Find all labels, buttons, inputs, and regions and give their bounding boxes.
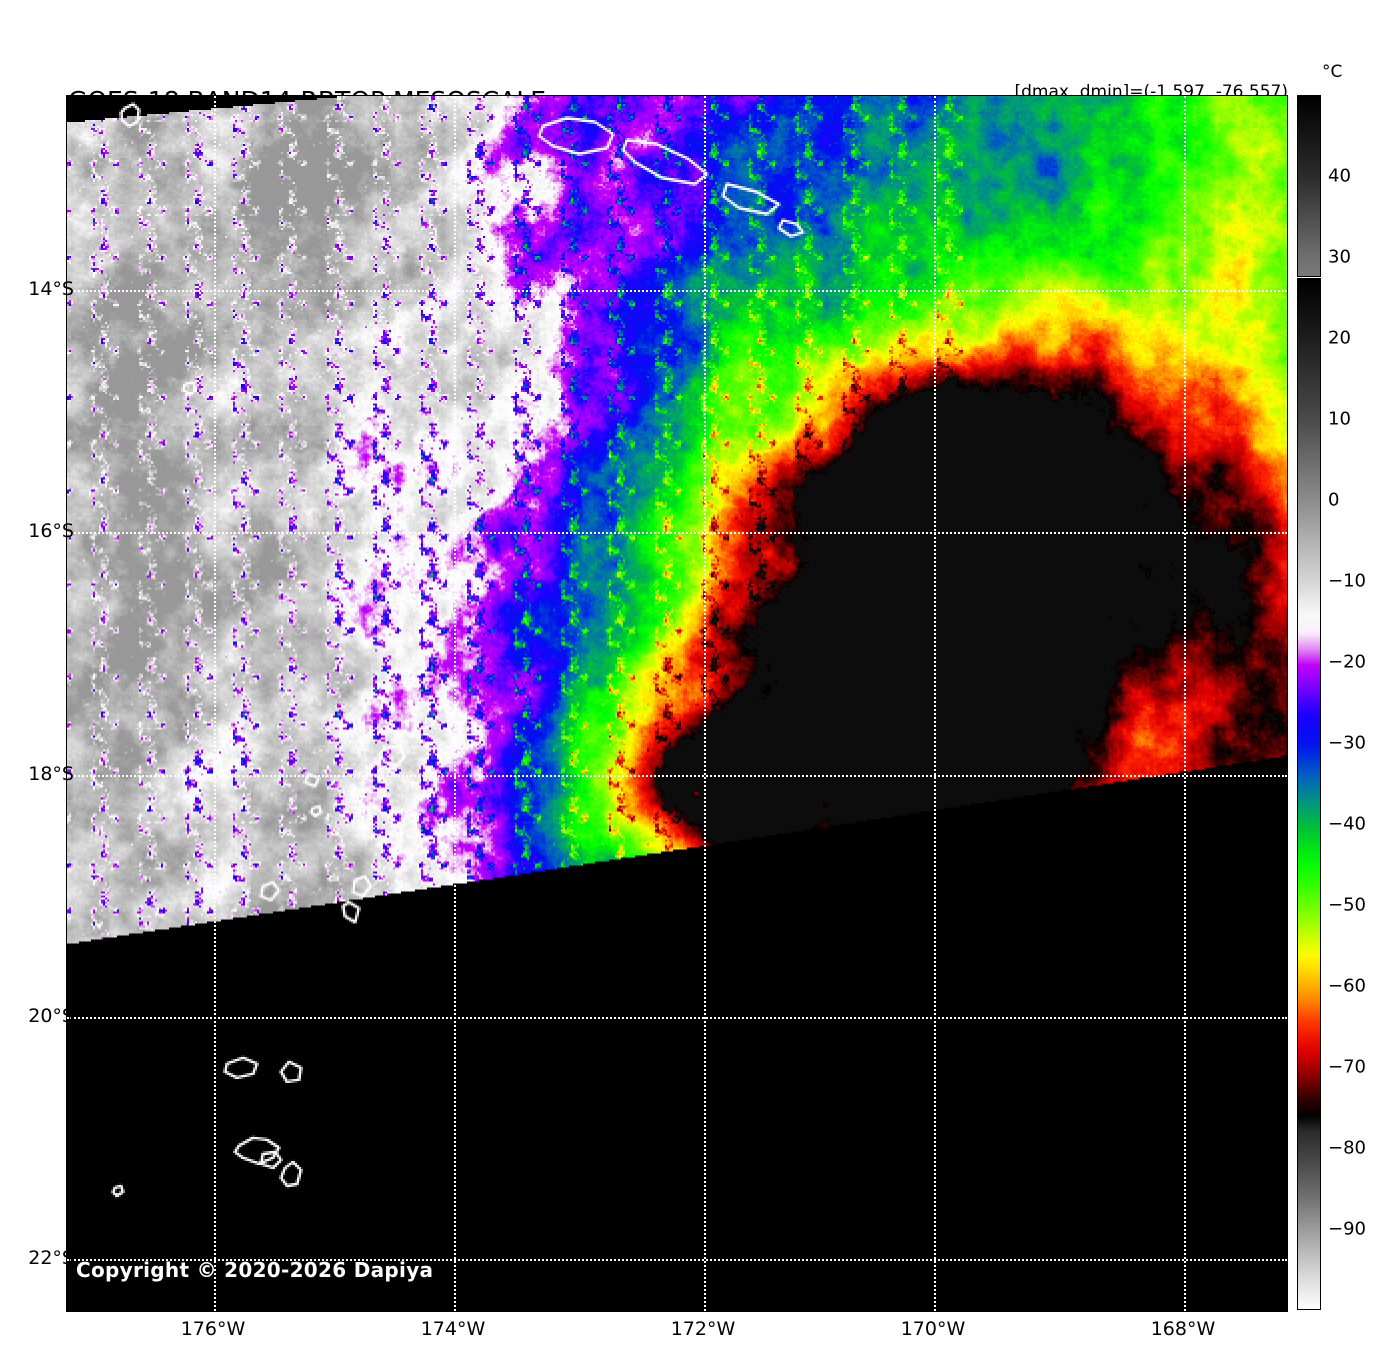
lon-tick-3: 170°W	[900, 1318, 966, 1340]
lon-tick-2: 172°W	[670, 1318, 736, 1340]
colorbar-tick-6: −20	[1328, 651, 1366, 673]
colorbar-tick-7: −30	[1328, 732, 1366, 754]
colorbar-tick-8: −40	[1328, 813, 1366, 835]
lat-tick-0: 14°S	[28, 278, 74, 300]
temperature-colorbar[interactable]	[1297, 95, 1321, 1310]
satellite-imagery-canvas	[67, 96, 1287, 1311]
colorbar-tick-1: 30	[1328, 246, 1351, 268]
colorbar-segment-1	[1297, 278, 1321, 1310]
colorbar-tick-2: 20	[1328, 327, 1351, 349]
lon-tick-4: 168°W	[1150, 1318, 1216, 1340]
colorbar-tick-0: 40	[1328, 165, 1351, 187]
lat-tick-1: 16°S	[28, 520, 74, 542]
colorbar-unit-label: °C	[1322, 62, 1343, 82]
colorbar-tick-10: −60	[1328, 975, 1366, 997]
colorbar-tick-9: −50	[1328, 894, 1366, 916]
colorbar-segment-0	[1297, 95, 1321, 278]
copyright-label: Copyright © 2020-2026 Dapiya	[76, 1258, 434, 1282]
colorbar-tick-12: −80	[1328, 1137, 1366, 1159]
colorbar-tick-4: 0	[1328, 489, 1340, 511]
colorbar-tick-3: 10	[1328, 408, 1351, 430]
lon-tick-0: 176°W	[180, 1318, 246, 1340]
lat-tick-3: 20°S	[28, 1005, 74, 1027]
colorbar-tick-11: −70	[1328, 1056, 1366, 1078]
lon-tick-1: 174°W	[420, 1318, 486, 1340]
colorbar-tick-5: −10	[1328, 570, 1366, 592]
lat-tick-4: 22°S	[28, 1247, 74, 1269]
colorbar-tick-13: −90	[1328, 1218, 1366, 1240]
lat-tick-2: 18°S	[28, 763, 74, 785]
plot-inner	[67, 96, 1287, 1311]
satellite-image-plot[interactable]	[66, 95, 1288, 1312]
